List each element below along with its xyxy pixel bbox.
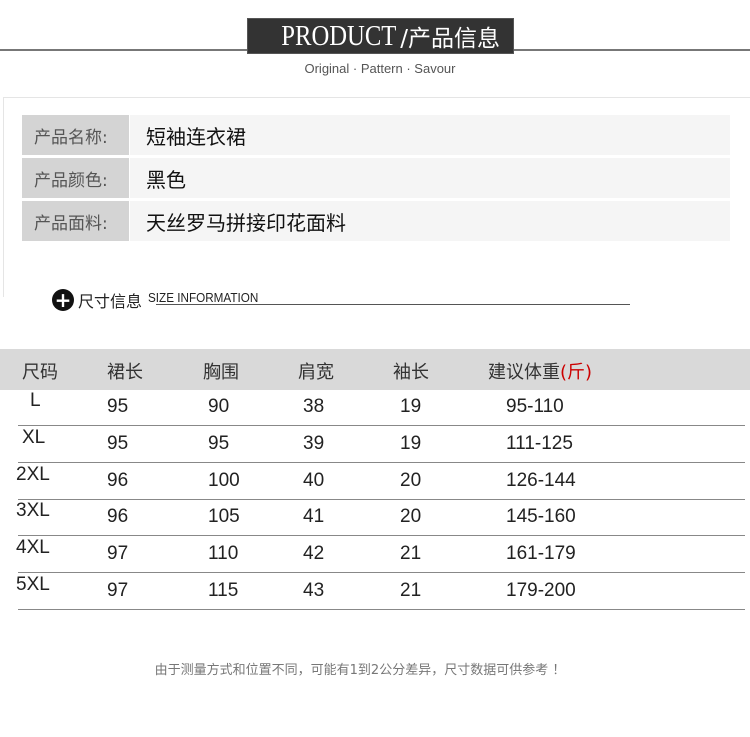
header-cell: 尺码 — [22, 358, 58, 384]
table-cell: 3XL — [16, 500, 50, 522]
table-cell: 21 — [400, 580, 422, 601]
measurement-note: 由于测量方式和位置不同，可能有1到2公分差异，尺寸数据可供参考 ！ — [154, 663, 566, 678]
label-name: 产品名称: — [22, 115, 129, 155]
table-cell: 110 — [208, 543, 239, 565]
table-cell: 95 — [107, 396, 129, 417]
header-cell: 胸围 — [203, 358, 239, 384]
size-divider — [156, 304, 630, 305]
table-cell: 2XL — [16, 463, 50, 485]
row-divider — [18, 425, 745, 426]
plus-circle-icon: + — [52, 289, 74, 311]
table-cell: 19 — [400, 396, 422, 417]
table-cell: 20 — [400, 506, 422, 528]
table-cell: 43 — [303, 580, 325, 601]
table-cell: 41 — [303, 506, 325, 528]
label-color: 产品颜色: — [22, 158, 129, 198]
table-cell: 111-125 — [506, 432, 573, 454]
table-cell: 21 — [400, 543, 422, 565]
table-cell: 20 — [400, 469, 422, 491]
table-cell: 90 — [208, 396, 230, 417]
title-zh: /产品信息 — [400, 26, 501, 52]
header-cell: 袖长 — [393, 358, 429, 384]
table-cell: 38 — [303, 396, 325, 417]
row-divider — [18, 498, 745, 500]
product-info-card — [3, 97, 750, 297]
table-cell: 145-160 — [506, 506, 576, 528]
table-cell: 42 — [303, 543, 325, 565]
table-cell: 95 — [208, 432, 230, 454]
header-label: 袖长 — [393, 362, 429, 383]
header-label: 裙长 — [107, 362, 143, 383]
value-name: 短袖连衣裙 — [130, 115, 730, 155]
table-cell: 100 — [208, 469, 240, 491]
table-cell: 95 — [107, 432, 129, 454]
size-section-header: + 尺寸信息 SIZE INFORMATION — [52, 288, 271, 312]
subtitle: Original · Pattern · Savour — [304, 61, 456, 76]
table-cell: 96 — [107, 506, 129, 528]
table-cell: 95-110 — [506, 396, 564, 417]
table-cell: 97 — [107, 580, 129, 601]
value-fabric: 天丝罗马拼接印花面料 — [130, 201, 730, 241]
size-title-en: SIZE INFORMATION — [148, 289, 259, 305]
table-cell: 4XL — [16, 537, 50, 559]
row-divider — [18, 461, 745, 463]
page-title: PRODUCT /产品信息 — [247, 18, 514, 54]
table-cell: 19 — [400, 432, 422, 454]
header-label: 尺码 — [22, 362, 58, 383]
table-cell: 96 — [107, 469, 129, 491]
unit-label: (斤) — [560, 362, 593, 383]
table-cell: L — [30, 390, 41, 411]
table-cell: 105 — [208, 506, 240, 528]
table-cell: 5XL — [16, 574, 50, 595]
header-cell: 建议体重(斤) — [488, 358, 592, 384]
header-cell: 裙长 — [107, 358, 143, 384]
table-cell: XL — [22, 426, 46, 448]
table-cell: 39 — [303, 432, 325, 454]
label-fabric: 产品面料: — [22, 201, 129, 241]
header-cell: 肩宽 — [298, 358, 334, 384]
row-divider — [18, 609, 745, 610]
header-label: 肩宽 — [298, 362, 334, 383]
table-cell: 161-179 — [506, 543, 576, 565]
size-title-zh: 尺寸信息 — [78, 292, 143, 311]
table-cell: 40 — [303, 469, 325, 491]
table-cell: 179-200 — [506, 580, 576, 601]
header-label: 胸围 — [203, 362, 239, 383]
table-header — [0, 349, 750, 390]
header-label: 建议体重 — [488, 362, 560, 383]
value-color: 黑色 — [130, 158, 730, 198]
title-en: PRODUCT — [281, 19, 397, 52]
table-cell: 97 — [107, 543, 129, 565]
table-cell: 115 — [208, 580, 239, 601]
row-divider — [18, 535, 745, 537]
row-divider — [18, 572, 745, 574]
table-cell: 126-144 — [506, 469, 576, 491]
